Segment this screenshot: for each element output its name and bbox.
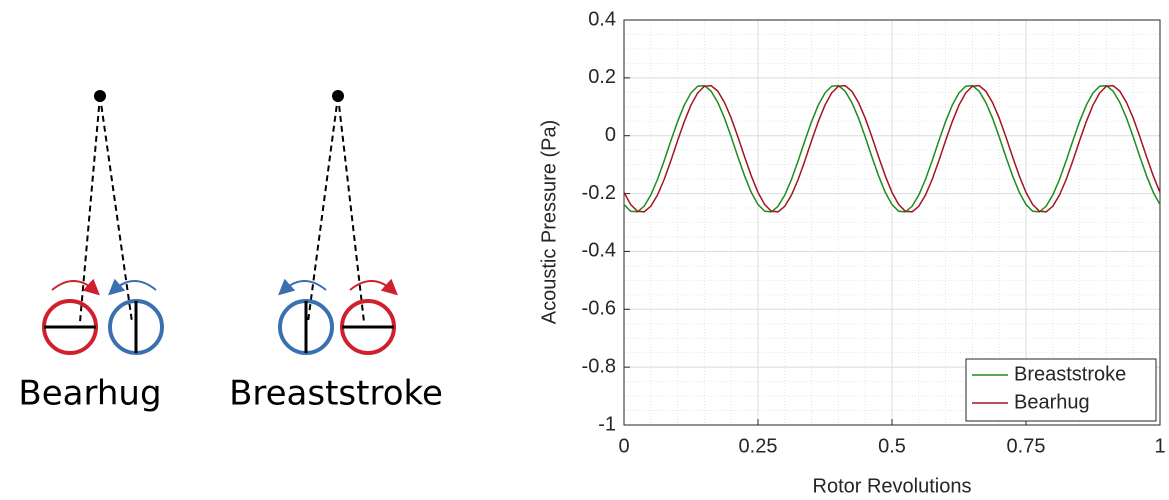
x-tick-label: 0.5	[878, 435, 906, 457]
x-tick-label: 0	[618, 435, 629, 457]
y-tick-label: 0.4	[588, 8, 616, 30]
diagram: Bearhug Breaststroke	[18, 90, 443, 414]
series-line	[623, 84, 1161, 213]
x-axis-label: Rotor Revolutions	[813, 475, 972, 497]
legend: Breaststroke Bearhug	[965, 358, 1157, 422]
y-tick-label: -0.8	[582, 355, 616, 377]
x-tick-label: 1	[1154, 435, 1165, 457]
legend-box	[965, 358, 1157, 422]
dashed-line	[337, 95, 365, 323]
x-tick-label: 0.75	[1007, 435, 1046, 457]
y-tick-label: -0.2	[582, 182, 616, 204]
rotation-arrow	[51, 278, 100, 296]
y-tick-label: 0	[605, 124, 616, 146]
diagram-label: Bearhug	[18, 374, 161, 414]
legend-label: Breaststroke	[1014, 363, 1126, 385]
x-tick-label: 0.25	[739, 435, 778, 457]
series-line	[623, 84, 1161, 213]
y-tick-label: -1	[598, 413, 616, 435]
dashed-line	[79, 95, 101, 323]
legend-label: Bearhug	[1014, 391, 1090, 413]
y-tick-label: 0.2	[588, 66, 616, 88]
diagram-label: Breaststroke	[229, 374, 443, 414]
rotation-arrow	[108, 278, 157, 296]
y-tick-label: -0.6	[582, 298, 616, 320]
y-tick-label: -0.4	[582, 240, 616, 262]
dashed-line	[99, 95, 133, 323]
dashed-line	[307, 95, 339, 323]
rotation-arrow	[278, 278, 327, 296]
rotation-arrow	[349, 278, 398, 296]
y-axis-label: Acoustic Pressure (Pa)	[538, 120, 560, 325]
plot-frame	[623, 19, 1161, 426]
